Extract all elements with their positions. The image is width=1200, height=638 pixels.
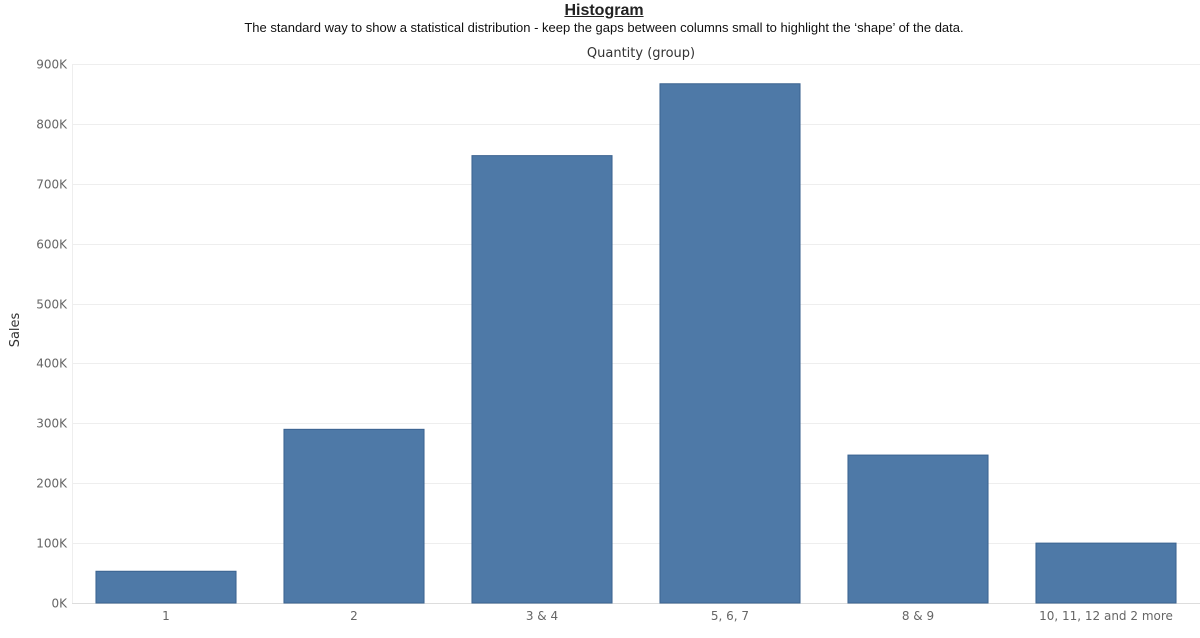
x-tick-label: 5, 6, 7 [711, 609, 749, 623]
bar [283, 428, 425, 604]
y-axis-ticks: 0K 100K 200K 300K 400K 500K 600K 700K 800K 900K [36, 58, 68, 611]
gridlines [72, 64, 1200, 604]
bar [1035, 542, 1177, 604]
bar [847, 454, 989, 604]
bar [95, 570, 237, 604]
chart-title: Histogram [564, 2, 644, 19]
bar [659, 83, 801, 604]
y-tick-label: 600K [36, 238, 68, 252]
y-tick-label: 200K [36, 477, 68, 491]
y-tick-label: 400K [36, 357, 68, 371]
chart-subtitle: The standard way to show a statistical d… [244, 20, 964, 35]
y-tick-label: 300K [36, 417, 68, 431]
x-tick-label: 3 & 4 [526, 609, 558, 623]
x-tick-label: 2 [350, 609, 358, 623]
y-tick-label: 0K [51, 597, 68, 611]
x-axis-label: Quantity (group) [587, 46, 695, 61]
bars [95, 83, 1177, 604]
x-tick-label: 8 & 9 [902, 609, 934, 623]
y-tick-label: 100K [36, 537, 68, 551]
x-tick-label: 10, 11, 12 and 2 more [1039, 609, 1173, 623]
y-tick-label: 700K [36, 178, 68, 192]
y-tick-label: 800K [36, 118, 68, 132]
y-tick-label: 500K [36, 298, 68, 312]
bar [471, 155, 613, 604]
y-tick-label: 900K [36, 58, 68, 72]
x-tick-label: 1 [162, 609, 170, 623]
y-axis-label: Sales [8, 312, 23, 347]
x-axis-ticks: 1 2 3 & 4 5, 6, 7 8 & 9 10, 11, 12 and 2 more [162, 609, 1173, 623]
